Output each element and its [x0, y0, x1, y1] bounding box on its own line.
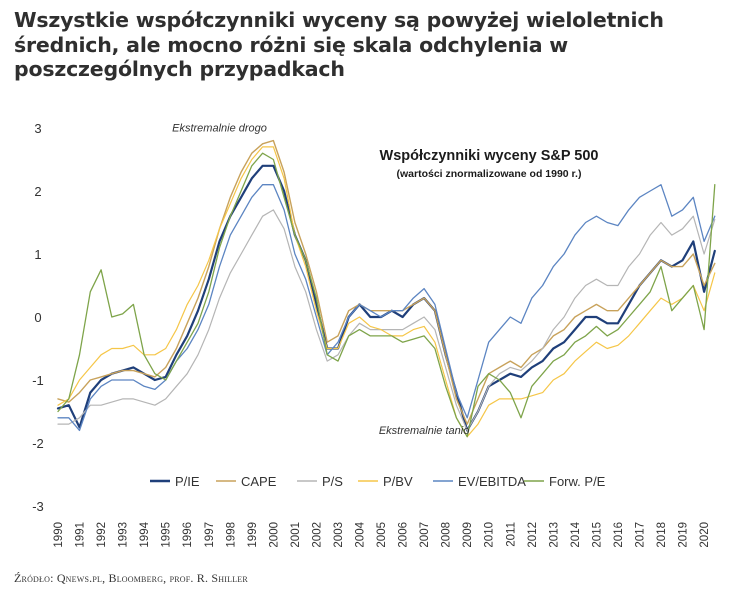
x-tick-label: 2005: [376, 522, 388, 548]
y-tick-label: 1: [34, 247, 41, 262]
x-tick-label: 2008: [441, 522, 453, 548]
annotation-label: Ekstremalnie drogo: [172, 122, 267, 134]
x-tick-label: 2006: [398, 522, 410, 548]
series-line-p-s: [57, 209, 716, 431]
series-line-cape: [57, 139, 716, 425]
chart-subtitle: (wartości znormalizowane od 1990 r.): [397, 168, 582, 180]
x-tick-label: 2004: [355, 521, 367, 547]
x-tick-label: 2019: [678, 522, 690, 548]
x-tick-label: 2003: [333, 522, 345, 548]
series-line-p-ie: [56, 164, 716, 432]
x-tick-label: 2017: [634, 522, 646, 548]
series-line-p-bv: [57, 146, 716, 438]
legend-label: EV/EBITDA: [458, 474, 526, 489]
x-tick-label: 2007: [419, 522, 431, 548]
annotation-label: Ekstremalnie tanio: [379, 425, 470, 437]
chart-area: 3 2 1 0 -1 -2 -3 1990 1991 1992 1993 1994 1995 1996 1…: [0, 108, 743, 568]
y-tick-label: 0: [34, 310, 41, 325]
x-tick-label: 2018: [656, 522, 668, 548]
series-line-ev-ebitda: [57, 184, 716, 432]
source-note: Źródło: Qnews.pl, Bloomberg, prof. R. Sh…: [14, 571, 248, 585]
x-tick-label: 2014: [570, 521, 582, 547]
y-axis: 3 2 1 0 -1 -2 -3: [32, 121, 44, 514]
x-tick-label: 1994: [139, 521, 151, 547]
chart-title: Współczynniki wyceny S&P 500: [380, 148, 599, 164]
x-tick-label: 2011: [505, 522, 517, 547]
legend-label: P/S: [322, 474, 343, 489]
x-tick-label: 1991: [75, 522, 87, 548]
x-tick-label: 2000: [268, 522, 280, 548]
x-tick-label: 2012: [527, 522, 539, 548]
series-lines: [56, 139, 716, 438]
y-tick-label: 2: [34, 184, 41, 199]
y-tick-label: -3: [32, 499, 44, 514]
x-tick-label: 1992: [96, 522, 108, 548]
annotations: Ekstremalnie drogo Ekstremalnie tanio: [172, 122, 469, 436]
legend-label: P/BV: [383, 474, 413, 489]
x-tick-label: 2013: [548, 522, 560, 548]
legend: P/IE CAPE P/S P/BV EV/EBITDA Forw. P/E: [150, 474, 606, 489]
x-tick-label: 1993: [118, 522, 130, 548]
legend-label: CAPE: [241, 474, 277, 489]
x-tick-label: 2010: [484, 522, 496, 548]
x-tick-label: 1997: [204, 522, 216, 548]
x-axis: 1990 1991 1992 1993 1994 1995 1996 1997 1998 1999…: [53, 521, 711, 547]
x-tick-label: 1996: [182, 522, 194, 548]
y-tick-label: -1: [32, 373, 44, 388]
x-tick-label: 1990: [53, 522, 65, 548]
headline: Wszystkie współczynniki wyceny są powyże…: [14, 8, 664, 81]
y-tick-label: -2: [32, 436, 44, 451]
x-tick-label: 1999: [247, 522, 259, 548]
x-tick-label: 2002: [311, 522, 323, 548]
x-tick-label: 2020: [699, 522, 711, 548]
legend-label: P/IE: [175, 474, 200, 489]
x-tick-label: 2015: [591, 522, 603, 548]
y-tick-label: 3: [34, 121, 41, 136]
x-tick-label: 1995: [161, 522, 173, 548]
x-tick-label: 2009: [462, 522, 474, 548]
legend-label: Forw. P/E: [549, 474, 606, 489]
series-line-forw-p-e: [57, 152, 716, 438]
x-tick-label: 2001: [290, 522, 302, 548]
x-tick-label: 2016: [613, 522, 625, 548]
x-tick-label: 1998: [225, 522, 237, 548]
